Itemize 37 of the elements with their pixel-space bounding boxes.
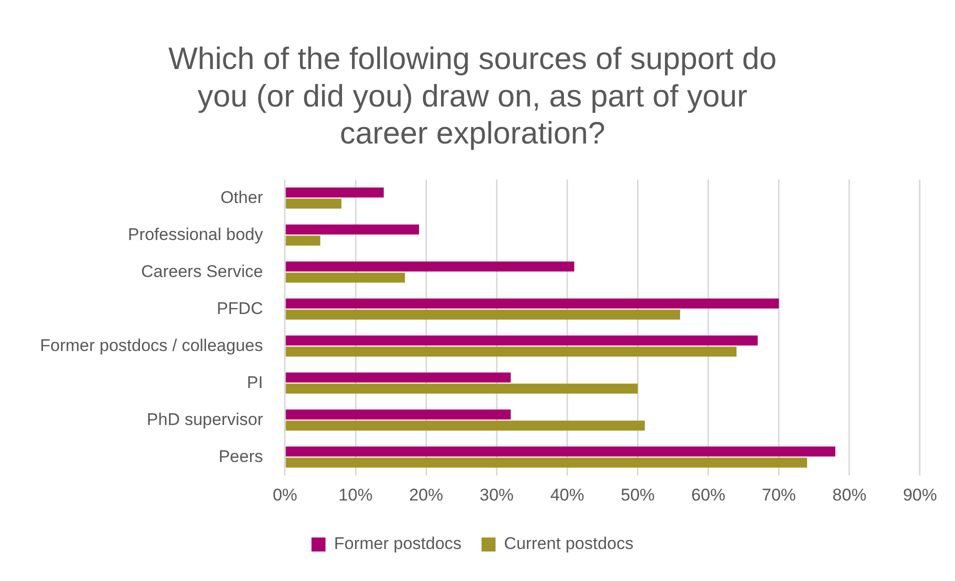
x-tick-label: 20% (409, 485, 444, 504)
bar (286, 420, 645, 431)
bar (286, 446, 836, 457)
bar (286, 272, 405, 283)
chart-title: Which of the following sources of support do you (or did you) draw on, as part of your career exploration? (168, 41, 777, 151)
legend-label: Former postdocs (334, 534, 462, 554)
bar (286, 224, 420, 235)
x-tick-label: 40% (550, 485, 584, 504)
y-tick-label: Other (220, 188, 264, 207)
y-tick-label: Careers Service (141, 262, 263, 281)
x-tick-label: 60% (691, 485, 726, 504)
bar (286, 336, 758, 346)
bar (286, 384, 638, 394)
x-tick-label: 80% (832, 485, 866, 504)
y-tick-label: PFDC (216, 298, 263, 318)
bar (286, 236, 320, 246)
y-tick-label: Former postdocs / colleagues (40, 336, 263, 355)
x-tick-label: 0% (272, 485, 298, 504)
legend-label: Current postdocs (504, 534, 634, 554)
bar (286, 458, 808, 468)
x-tick-label: 10% (338, 485, 373, 504)
bar (286, 298, 779, 309)
x-tick-label: 70% (762, 485, 796, 504)
x-tick-label: 30% (480, 485, 514, 504)
x-tick-label: 90% (902, 485, 938, 504)
bar (286, 346, 737, 357)
y-tick-label: Professional body (128, 224, 264, 244)
bar (286, 310, 680, 320)
y-tick-label: PhD supervisor (146, 410, 264, 429)
bar (286, 188, 384, 198)
bar (286, 372, 511, 383)
bar (286, 198, 342, 209)
y-tick-label: PI (246, 372, 263, 392)
bar (286, 410, 511, 420)
bar (286, 262, 574, 272)
x-tick-label: 50% (620, 485, 655, 504)
y-tick-label: Peers (218, 446, 263, 466)
